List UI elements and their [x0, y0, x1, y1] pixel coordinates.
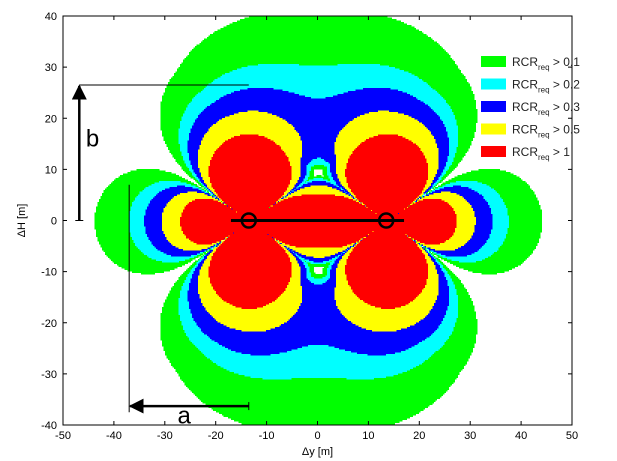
- conductor-layer: [230, 212, 405, 229]
- y-tick-label: 20: [45, 113, 57, 125]
- x-tick-label: -50: [55, 430, 71, 442]
- x-tick-label: 10: [362, 430, 374, 442]
- x-tick-label: -30: [157, 430, 173, 442]
- y-tick-label: 40: [45, 11, 57, 23]
- legend-label: RCRreq > 1: [512, 145, 570, 162]
- legend-swatch: [481, 101, 506, 112]
- x-tick-label: 30: [464, 430, 476, 442]
- legend-label: RCRreq > 0.3: [512, 100, 580, 117]
- x-tick-label: 20: [413, 430, 425, 442]
- annotation-b: b: [86, 125, 99, 152]
- x-tick-label: -10: [259, 430, 275, 442]
- legend: RCRreq > 0.1 RCRreq > 0.2 RCRreq > 0.3 RCRr…: [481, 55, 580, 162]
- legend-label: RCRreq > 0.5: [512, 123, 580, 140]
- x-tick-label: 40: [515, 430, 527, 442]
- contour-level-5: [180, 134, 457, 309]
- legend-swatch: [481, 146, 506, 157]
- x-tick-label: 0: [314, 430, 320, 442]
- x-tick-label: -20: [208, 430, 224, 442]
- y-tick-label: -40: [41, 420, 57, 432]
- x-axis-label: Δy [m]: [302, 446, 333, 458]
- annotation-a: a: [178, 402, 192, 429]
- legend-swatch: [481, 78, 506, 90]
- x-tick-label: 50: [566, 430, 578, 442]
- y-axis-label: ΔH [m]: [16, 204, 28, 238]
- y-tick-label: 0: [51, 216, 57, 228]
- legend-label: RCRreq > 0.1: [512, 55, 580, 72]
- legend-swatch: [481, 123, 506, 135]
- contour-regions: [63, 16, 572, 425]
- legend-swatch: [481, 56, 506, 67]
- y-tick-label: -10: [41, 267, 57, 279]
- annotation-layer: ab: [71, 84, 250, 429]
- y-tick-label: -20: [41, 318, 57, 330]
- y-tick-label: -30: [41, 369, 57, 381]
- x-tick-label: -40: [106, 430, 122, 442]
- conductor-marker: [377, 212, 395, 229]
- y-tick-label: 30: [45, 62, 57, 74]
- y-tick-label: 10: [45, 164, 57, 176]
- tick-layer: -50 -40 -30 -20 -10 0 10 20 30 40 50-40-30-20-1001…: [41, 11, 578, 442]
- conductor-marker: [240, 212, 258, 229]
- legend-label: RCRreq > 0.2: [512, 78, 580, 95]
